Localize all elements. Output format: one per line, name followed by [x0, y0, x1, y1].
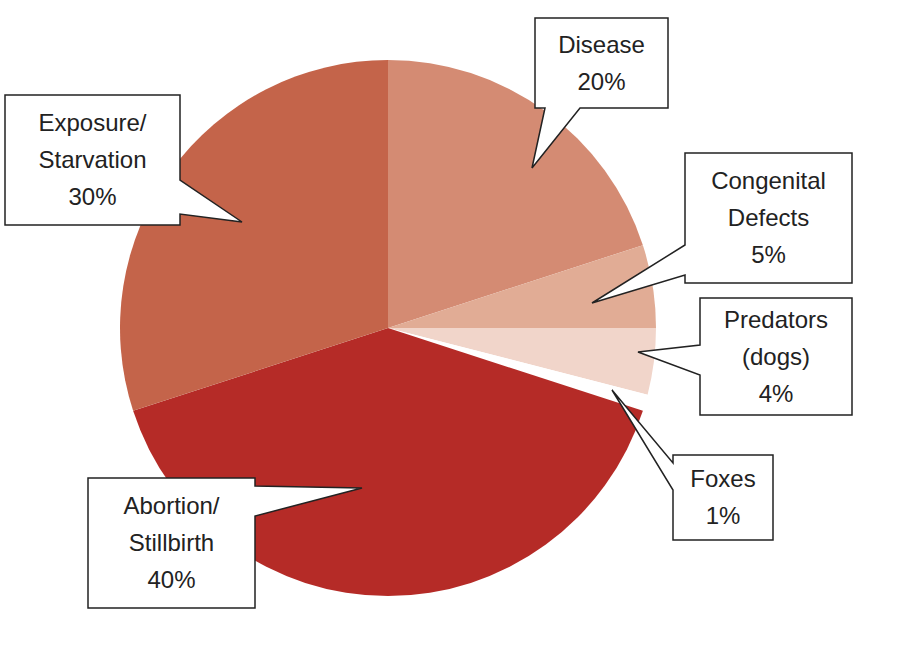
callout-box	[592, 153, 852, 303]
pie-slice	[388, 245, 656, 328]
category-label: Disease	[558, 31, 645, 58]
callout-box	[638, 298, 852, 415]
chart-container: Disease 20% Congenital Defects 5% Predators (d…	[0, 0, 900, 646]
callout-box	[88, 478, 362, 608]
category-label-line: Predators	[724, 306, 828, 333]
callout-box	[5, 95, 242, 225]
callouts: Disease 20% Congenital Defects 5% Predators (d…	[5, 18, 852, 608]
category-label: Foxes	[690, 465, 755, 492]
value-label: 30%	[68, 183, 116, 210]
value-label: 5%	[751, 241, 786, 268]
category-label-line: Disease	[558, 31, 645, 58]
value-label: 1%	[706, 502, 741, 529]
category-label: Abortion/Stillbirth	[123, 492, 219, 556]
category-label-line: Foxes	[690, 465, 755, 492]
category-label: Predators (dogs)	[724, 306, 828, 370]
chart: Disease 20% Congenital Defects 5% Predators (d…	[0, 0, 900, 646]
category-label-line: Exposure/	[38, 109, 146, 136]
category-label-line: (dogs)	[742, 343, 810, 370]
page: {"chart_data": {"type": "pie", "categori…	[0, 0, 900, 646]
category-label-line: Congenital	[711, 167, 826, 194]
callout-box	[532, 18, 668, 168]
value-label: 4%	[759, 380, 794, 407]
category-label-line: Defects	[728, 204, 809, 231]
category-label-line: Stillbirth	[129, 529, 214, 556]
slices	[120, 60, 656, 596]
callout-box	[612, 390, 773, 540]
value-label: 40%	[147, 566, 195, 593]
category-label: Congenital Defects	[711, 167, 826, 231]
value-label: 20%	[577, 68, 625, 95]
category-label-line: Abortion/	[123, 492, 219, 519]
category-label-line: Starvation	[38, 146, 146, 173]
category-label: Exposure/Starvation	[38, 109, 146, 173]
